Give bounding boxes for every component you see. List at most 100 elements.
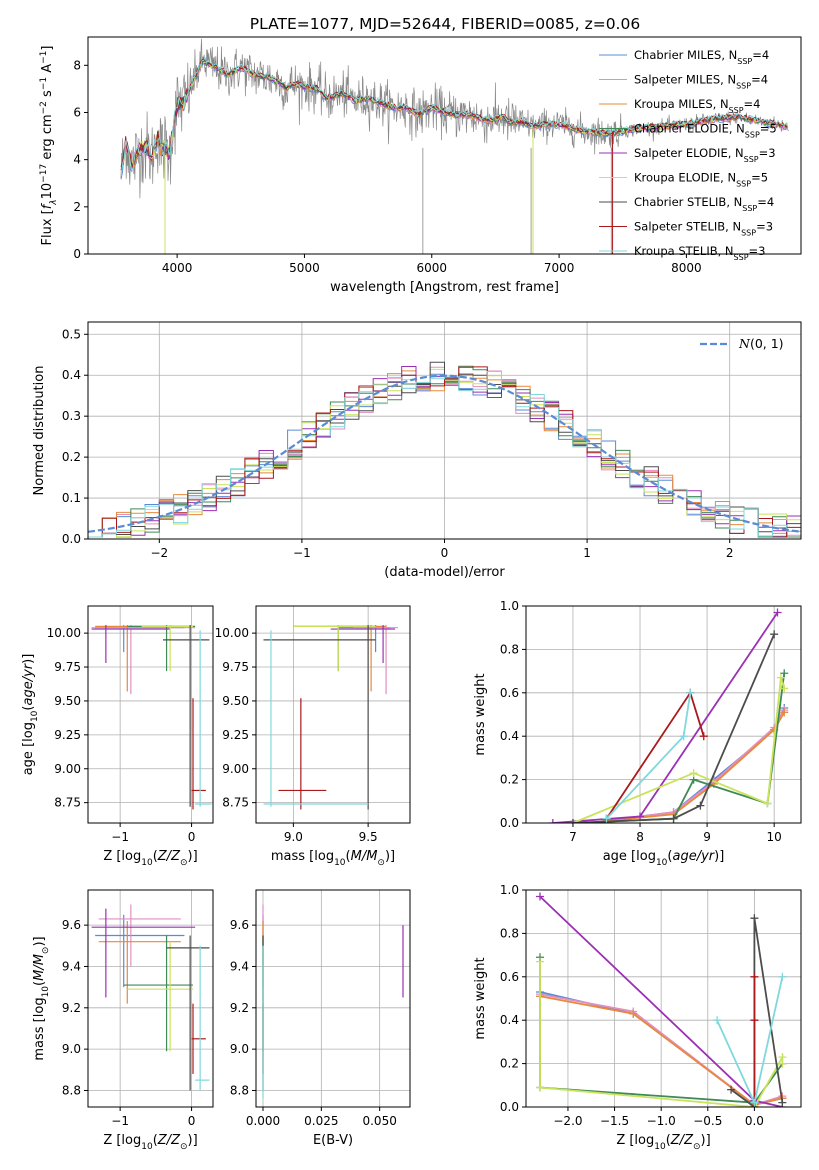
weight-point	[780, 684, 789, 693]
x-tick-label: −1	[111, 830, 129, 844]
y-tick-label: 0	[73, 247, 81, 261]
weight-series-kroupa-stelib	[602, 688, 695, 823]
x-tick-label: 1	[583, 546, 591, 560]
weight-line	[606, 709, 785, 822]
weight-line	[606, 711, 785, 822]
x-tick-label: 2	[726, 546, 734, 560]
y-tick-label: 1.0	[500, 883, 519, 897]
weight-point	[696, 801, 705, 810]
legend-entry: Chabrier MILES, NSSP=4	[634, 48, 769, 66]
plot-area	[91, 904, 210, 1091]
errorbar-chabrier-elodie	[127, 624, 196, 672]
errorbar-kroupa-stelib	[263, 630, 369, 807]
weight-point	[602, 814, 611, 823]
axes-frame	[525, 889, 802, 1108]
errorbar-chabrier-stelib	[163, 624, 210, 807]
weight-point	[770, 630, 779, 639]
y-tick-label: 0.0	[500, 1100, 519, 1114]
y-tick-label: 4	[73, 153, 81, 167]
panel-weight-vs-Z: −2.0 −1.5 −1.0 −0.5 0.0 0.0 0.2 0.4 0.6 0.8 1.0 Z […	[473, 883, 802, 1152]
weight-line	[572, 633, 776, 823]
x-axis-label: E(B-V)	[313, 1133, 353, 1148]
x-tick-label: 9.5	[359, 830, 378, 844]
model-spectrum-salpeter-stelib	[120, 58, 788, 168]
y-tick-label: 0.2	[62, 450, 81, 464]
weight-point	[727, 1085, 736, 1094]
histogram-kroupa-stelib	[88, 371, 801, 538]
y-tick-label: 10.00	[215, 626, 249, 640]
x-tick-label: 0.050	[362, 1114, 396, 1128]
y-tick-label: 0.0	[500, 816, 519, 830]
errorbar-salpeter-stelib	[191, 1003, 206, 1074]
y-tick-label: 0.2	[500, 773, 519, 787]
x-axis-label: Z [log10(Z/Z⊙)]	[103, 1133, 197, 1152]
weight-series-salpeter-miles	[602, 706, 789, 823]
weight-point	[780, 669, 789, 678]
legend-entry: Kroupa ELODIE, NSSP=5	[634, 171, 768, 189]
panel-weight-vs-age: 7 8 9 10 0.0 0.2 0.4 0.6 0.8 1.0 age [log10(age/yr…	[473, 599, 802, 868]
y-tick-label: 0.3	[62, 409, 81, 423]
y-tick-label: 9.50	[54, 694, 81, 708]
errorbar-salpeter-elodie	[91, 908, 196, 998]
y-tick-label: 9.6	[230, 918, 249, 932]
errorbar-salpeter-elodie	[330, 624, 396, 663]
y-tick-label: 8.8	[230, 1083, 249, 1097]
x-tick-label: 9.0	[284, 830, 303, 844]
y-tick-label: 8	[73, 58, 81, 72]
y-tick-label: 9.0	[230, 1042, 249, 1056]
weight-point	[750, 914, 759, 923]
legend-entry: Kroupa STELIB, NSSP=3	[634, 244, 765, 262]
y-tick-label: 9.00	[54, 762, 81, 776]
legend-entry: Salpeter MILES, NSSP=4	[634, 73, 768, 91]
errorbar-salpeter-stelib	[278, 698, 327, 810]
x-tick-label: 0	[188, 1114, 196, 1128]
legend-entry: Kroupa MILES, NSSP=4	[634, 97, 760, 115]
panel-mass-vs-EBV: 0.000 0.025 0.050 8.8 9.0 9.2 9.4 9.6 E(B-V)	[230, 889, 411, 1148]
weight-series-salpeter-elodie	[548, 608, 782, 823]
weight-point	[686, 688, 695, 697]
x-tick-label: 5000	[289, 261, 320, 275]
residuals-x-label: (data-model)/error	[384, 565, 505, 580]
x-axis-label: age [log10(age/yr)]	[603, 849, 725, 868]
errorbar-chabrier-stelib	[263, 624, 376, 810]
x-tick-label: −2.0	[553, 1114, 582, 1128]
axes-frame	[525, 605, 802, 824]
normal-reference-curve	[88, 374, 801, 533]
spectrum-x-label: wavelength [Angstrom, rest frame]	[330, 280, 559, 295]
weight-series-salpeter-stelib	[602, 688, 708, 823]
x-tick-label: −2	[150, 546, 168, 560]
y-tick-label: 1.0	[500, 599, 519, 613]
y-axis-label: age [log10(age/yr)]	[21, 654, 40, 776]
panel-residuals: −2 −1 0 1 2 0.0 0.1 0.2 0.3 0.4 0.5 (data-model)/er…	[32, 321, 802, 580]
x-tick-label: 0	[188, 830, 196, 844]
x-tick-label: 10	[767, 830, 782, 844]
weight-point	[776, 673, 785, 682]
y-tick-label: 0.6	[500, 970, 519, 984]
errorbar-kroupa-miles	[95, 624, 188, 692]
weight-point	[699, 732, 708, 741]
y-axis-label: mass [log10(M/M⊙)]	[32, 936, 51, 1060]
y-tick-label: 0.6	[500, 686, 519, 700]
plot-area	[120, 38, 789, 254]
y-tick-label: 8.8	[62, 1083, 81, 1097]
y-axis-label: mass weight	[473, 957, 488, 1039]
errorbar-kroupa-miles	[98, 921, 181, 1004]
y-tick-label: 9.0	[62, 1042, 81, 1056]
x-tick-label: 0.000	[246, 1114, 280, 1128]
weight-point	[636, 812, 645, 821]
x-tick-label: 0.0	[745, 1114, 764, 1128]
x-axis-label: mass [log10(M/M⊙)]	[271, 849, 395, 868]
y-tick-label: 9.75	[54, 660, 81, 674]
y-tick-label: 0.0	[62, 532, 81, 546]
weight-point	[679, 732, 688, 741]
y-tick-label: 0.4	[500, 729, 519, 743]
axes-frame	[87, 36, 802, 255]
errorbar-chabrier-stelib	[166, 935, 210, 1091]
x-tick-label: 7000	[544, 261, 575, 275]
panel-spectrum: 4000 5000 6000 7000 8000 0 2 4 6 8 wavelength [Ang…	[39, 36, 802, 295]
weight-point	[763, 799, 772, 808]
weight-point	[535, 892, 544, 901]
x-tick-label: 9	[703, 830, 711, 844]
weight-line	[606, 707, 786, 822]
y-tick-label: 9.00	[222, 762, 249, 776]
